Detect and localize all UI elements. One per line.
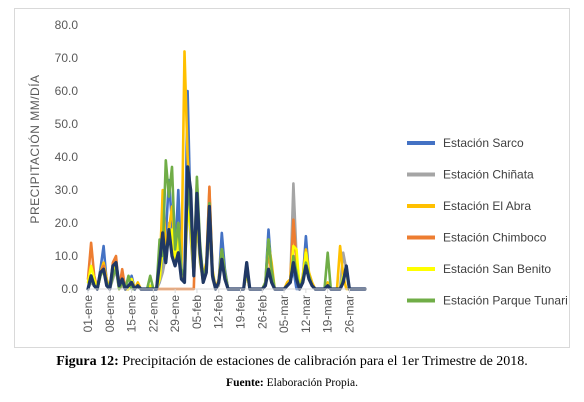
y-tick-label: 50.0 (55, 117, 79, 131)
figure-caption: Figura 12: Precipitación de estaciones d… (0, 354, 584, 370)
y-axis-ticks: 0.0 10.0 20.0 30.0 40.0 50.0 60.0 70.0 80.0 (55, 18, 79, 296)
series-lines (86, 50, 367, 291)
series-line-estacion-parque-tunari (86, 159, 367, 291)
source-label: Fuente: (226, 377, 264, 389)
x-tick-label: 05-feb (190, 295, 204, 329)
y-tick-label: 60.0 (55, 84, 79, 98)
x-tick-label: 26-mar (342, 295, 356, 333)
legend-label: Estación Chiñata (443, 168, 534, 182)
legend-label: Estación Chimboco (443, 231, 547, 245)
x-tick-label: 29-ene (168, 295, 182, 333)
legend-label: Estación El Abra (443, 199, 531, 213)
x-tick-label: 12-feb (212, 295, 226, 329)
y-axis-label: PRECIPITACIÓN MM/DÍA (27, 74, 42, 223)
y-tick-label: 30.0 (55, 183, 79, 197)
x-tick-label: 19-feb (234, 295, 248, 329)
legend-label: Estación Sarco (443, 136, 524, 150)
figure-caption-text: Precipitación de estaciones de calibraci… (118, 354, 528, 369)
y-tick-label: 40.0 (55, 150, 79, 164)
y-tick-label: 80.0 (55, 18, 79, 32)
y-tick-label: 0.0 (61, 282, 78, 296)
x-tick-label: 26-feb (255, 295, 269, 329)
x-tick-label: 12-mar (299, 295, 313, 333)
x-tick-label: 08-ene (103, 295, 117, 333)
legend: Estación Sarco Estación Chiñata Estación E… (407, 136, 568, 308)
legend-label: Estación Parque Tunari (443, 294, 568, 308)
source-text: Elaboración Propia. (263, 377, 358, 389)
series-line-estacion-el-abra (86, 50, 367, 291)
precipitation-chart: 0.0 10.0 20.0 30.0 40.0 50.0 60.0 70.0 80.0 PREC… (27, 18, 568, 333)
x-tick-label: 22-ene (146, 295, 160, 333)
figure-source: Fuente: Elaboración Propia. (0, 377, 584, 389)
series-line-estacion-sarco (86, 89, 367, 291)
y-tick-label: 10.0 (55, 249, 79, 263)
x-tick-label: 19-mar (321, 295, 335, 333)
x-tick-label: 05-mar (277, 295, 291, 333)
x-tick-label: 01-ene (81, 295, 95, 333)
x-tick-label: 15-ene (125, 295, 139, 333)
x-axis-ticks: 01-ene 08-ene 15-ene 22-ene 29-ene 05-feb 12-f… (81, 289, 356, 333)
y-tick-label: 20.0 (55, 216, 79, 230)
legend-label: Estación San Benito (443, 262, 551, 276)
y-tick-label: 70.0 (55, 51, 79, 65)
figure-number: Figura 12: (56, 354, 119, 369)
chart-frame: 0.0 10.0 20.0 30.0 40.0 50.0 60.0 70.0 80.0 PREC… (14, 8, 570, 348)
series-line-series-6 (86, 165, 367, 291)
